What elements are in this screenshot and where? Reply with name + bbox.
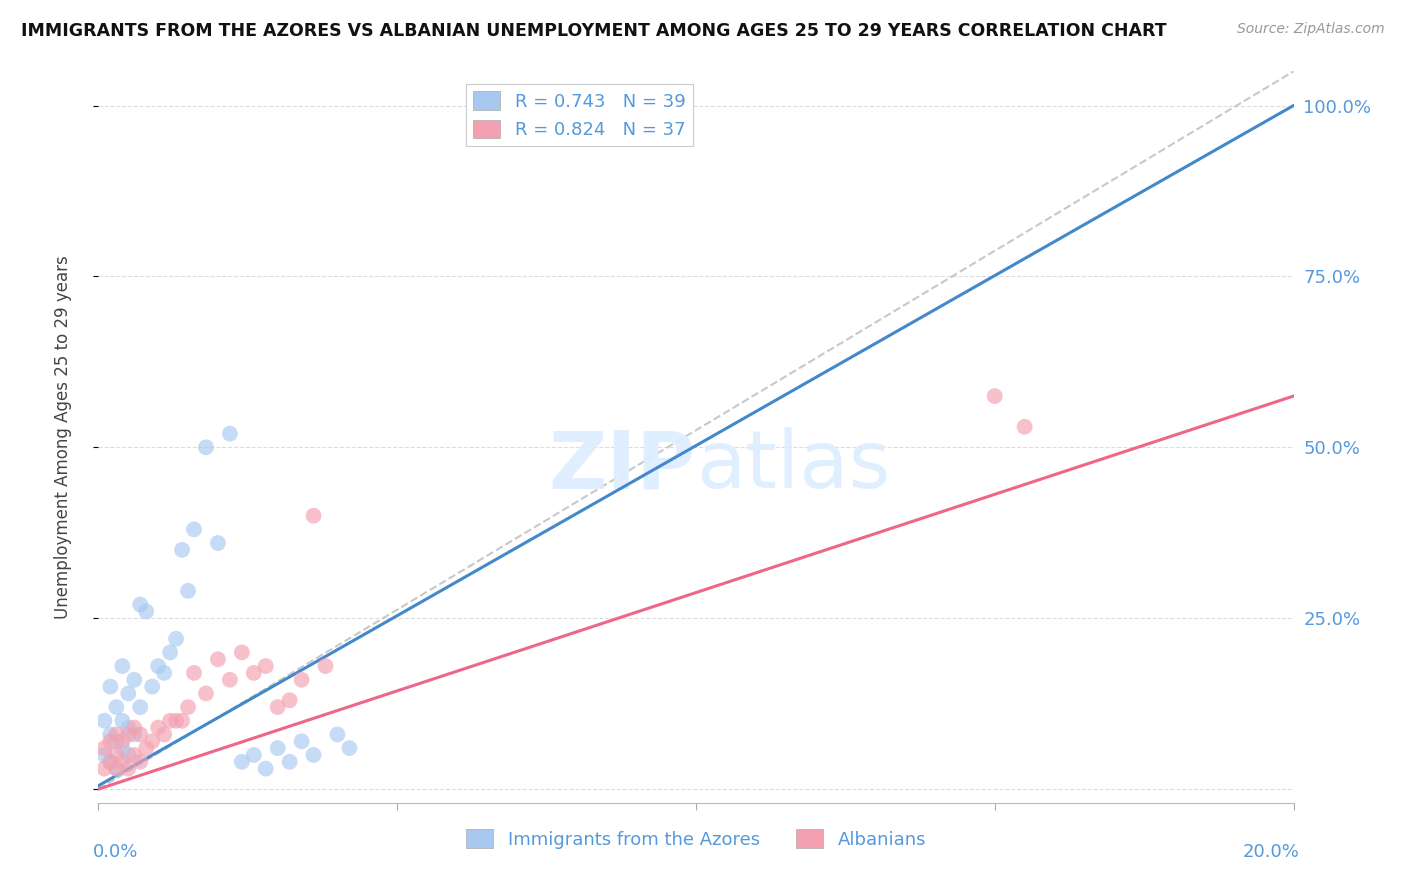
Point (98, 755, 122, 769)
Point (177, 700, 200, 714)
Point (124, 747, 146, 762)
Y-axis label: Unemployment Among Ages 25 to 29 years: Unemployment Among Ages 25 to 29 years (53, 255, 72, 619)
Point (98, 755, 122, 769)
Point (177, 583, 200, 598)
Point (117, 686, 139, 700)
Point (254, 659, 277, 673)
Point (153, 665, 176, 680)
Point (1014, 420, 1036, 434)
Point (129, 727, 152, 741)
Point (98, 734, 122, 748)
Point (129, 598, 152, 612)
Point (315, 659, 337, 673)
Point (267, 700, 290, 714)
Point (339, 741, 361, 756)
Point (148, 659, 170, 673)
Point (148, 721, 170, 735)
Point (207, 652, 229, 666)
Legend: Immigrants from the Azores, Albanians: Immigrants from the Azores, Albanians (458, 822, 934, 856)
Point (183, 522, 205, 536)
Point (105, 762, 128, 776)
Point (153, 727, 176, 741)
Point (93, 714, 115, 728)
Point (117, 727, 139, 741)
Point (219, 673, 242, 687)
Text: 20.0%: 20.0% (1243, 843, 1299, 861)
Point (141, 734, 163, 748)
Point (98, 680, 122, 694)
Point (117, 721, 139, 735)
Point (117, 747, 139, 762)
Point (195, 686, 218, 700)
Point (141, 680, 163, 694)
Point (984, 389, 1007, 403)
Point (326, 727, 349, 741)
Text: atlas: atlas (696, 427, 890, 506)
Point (165, 632, 187, 646)
Point (93, 747, 115, 762)
Point (124, 721, 146, 735)
Point (124, 673, 146, 687)
Point (172, 542, 194, 557)
Point (111, 741, 134, 756)
Point (302, 747, 325, 762)
Point (219, 426, 242, 441)
Point (183, 665, 205, 680)
Point (111, 755, 134, 769)
Point (159, 645, 181, 659)
Text: IMMIGRANTS FROM THE AZORES VS ALBANIAN UNEMPLOYMENT AMONG AGES 25 TO 29 YEARS CO: IMMIGRANTS FROM THE AZORES VS ALBANIAN U… (21, 22, 1167, 40)
Point (207, 536, 229, 550)
Text: ZIP: ZIP (548, 427, 696, 506)
Point (105, 700, 128, 714)
Point (195, 440, 218, 454)
Point (129, 700, 152, 714)
Point (243, 665, 266, 680)
Point (117, 762, 139, 776)
Point (291, 673, 314, 687)
Point (105, 734, 128, 748)
Point (291, 734, 314, 748)
Point (278, 693, 301, 707)
Point (165, 714, 187, 728)
Point (231, 645, 253, 659)
Point (93, 762, 115, 776)
Point (93, 741, 115, 756)
Point (105, 727, 128, 741)
Point (278, 755, 301, 769)
Point (172, 714, 194, 728)
Point (111, 659, 134, 673)
Point (267, 741, 290, 756)
Point (111, 714, 134, 728)
Point (105, 762, 128, 776)
Point (129, 755, 152, 769)
Point (243, 747, 266, 762)
Point (159, 714, 181, 728)
Point (231, 755, 253, 769)
Point (254, 762, 277, 776)
Point (98, 727, 122, 741)
Point (111, 734, 134, 748)
Point (124, 727, 146, 741)
Point (105, 747, 128, 762)
Text: Source: ZipAtlas.com: Source: ZipAtlas.com (1237, 22, 1385, 37)
Point (135, 604, 157, 618)
Point (302, 508, 325, 523)
Text: 0.0%: 0.0% (93, 843, 138, 861)
Point (135, 741, 157, 756)
